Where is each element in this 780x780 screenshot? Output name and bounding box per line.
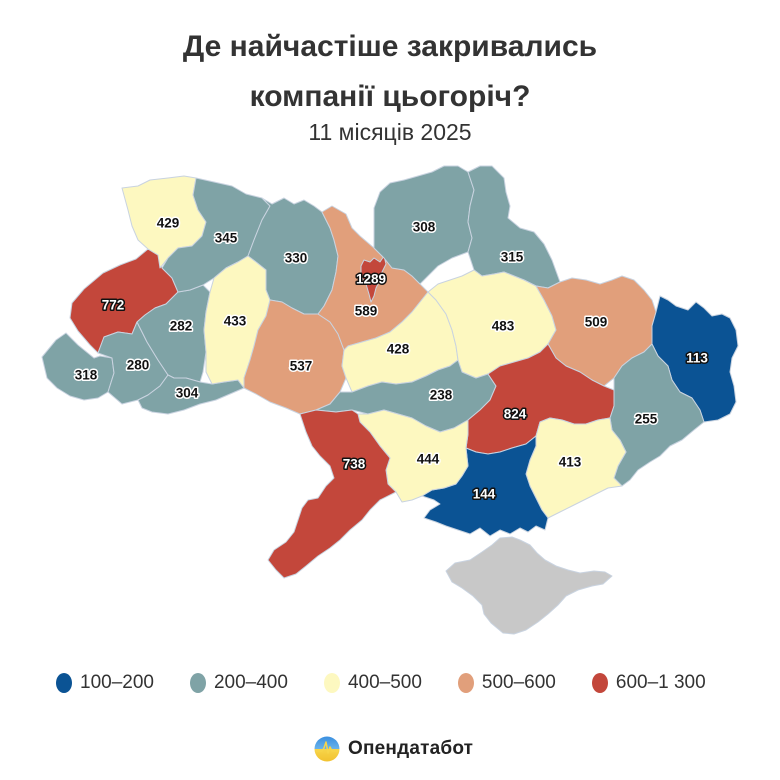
- legend-item-200-400: 200–400: [189, 672, 288, 694]
- legend: 100–200 200–400 400–500 500–600 600–1 30…: [56, 672, 706, 694]
- legend-item-500-600: 500–600: [457, 672, 556, 694]
- legend-swatch-icon: [457, 673, 474, 693]
- value-label-kherson: 144: [473, 487, 496, 502]
- value-label-chernivtsi: 304: [176, 386, 199, 401]
- legend-swatch-icon: [323, 673, 340, 693]
- brand-name: Опендатабот: [348, 738, 474, 759]
- legend-label: 200–400: [213, 672, 288, 693]
- legend-swatch-icon: [56, 673, 72, 693]
- region-crimea: [445, 536, 613, 635]
- value-label-khmelnytskyi: 433: [224, 314, 247, 329]
- value-label-ivano-frankivsk: 280: [127, 358, 150, 373]
- legend-item-400-500: 400–500: [323, 672, 422, 694]
- value-label-kyiv-city: 1289: [356, 272, 386, 287]
- value-label-odesa: 738: [343, 457, 366, 472]
- legend-item-100-200: 100–200: [56, 672, 154, 694]
- value-label-sumy: 315: [501, 250, 524, 265]
- region-odesa[interactable]: [267, 409, 397, 579]
- region-sumy[interactable]: [467, 165, 561, 289]
- legend-label: 600–1 300: [615, 672, 706, 693]
- value-label-ternopil: 282: [170, 319, 193, 334]
- chart-subtitle: 11 місяців 2025: [308, 119, 472, 145]
- legend-swatch-icon: [189, 673, 206, 693]
- value-label-vinnytsia: 537: [290, 359, 313, 374]
- value-label-poltava: 483: [492, 319, 515, 334]
- legend-item-600-1300: 600–1 300: [591, 672, 706, 694]
- opendatabot-logo-icon: [314, 736, 340, 762]
- chart-title-line-1: Де найчастіше закривались: [182, 30, 598, 63]
- legend-label: 400–500: [347, 672, 422, 693]
- value-label-mykolaiv: 444: [417, 452, 440, 467]
- legend-label: 500–600: [481, 672, 556, 693]
- value-label-kirovohrad: 238: [430, 388, 453, 403]
- value-label-luhansk: 113: [686, 351, 708, 366]
- legend-label: 100–200: [80, 672, 154, 693]
- value-label-dnipropetrovsk: 824: [504, 407, 527, 422]
- value-label-chernihiv: 308: [413, 220, 436, 235]
- chart-title-line-2: компанії цьогоріч?: [249, 80, 531, 113]
- value-label-zakarpattia: 318: [75, 368, 98, 383]
- value-label-donetsk: 255: [635, 412, 658, 427]
- value-label-lviv: 772: [102, 298, 125, 313]
- value-label-rivne: 345: [215, 231, 238, 246]
- value-label-zhytomyr: 330: [285, 251, 308, 266]
- value-label-kyiv-oblast: 589: [355, 304, 378, 319]
- value-label-zaporizhzhia: 413: [559, 455, 582, 470]
- legend-swatch-icon: [591, 673, 608, 693]
- value-label-cherkasy: 428: [387, 342, 410, 357]
- brand-footer: Опендатабот: [314, 736, 473, 762]
- region-kyiv-city[interactable]: [360, 255, 387, 303]
- value-label-volyn: 429: [157, 216, 180, 231]
- value-label-kharkiv: 509: [585, 315, 608, 330]
